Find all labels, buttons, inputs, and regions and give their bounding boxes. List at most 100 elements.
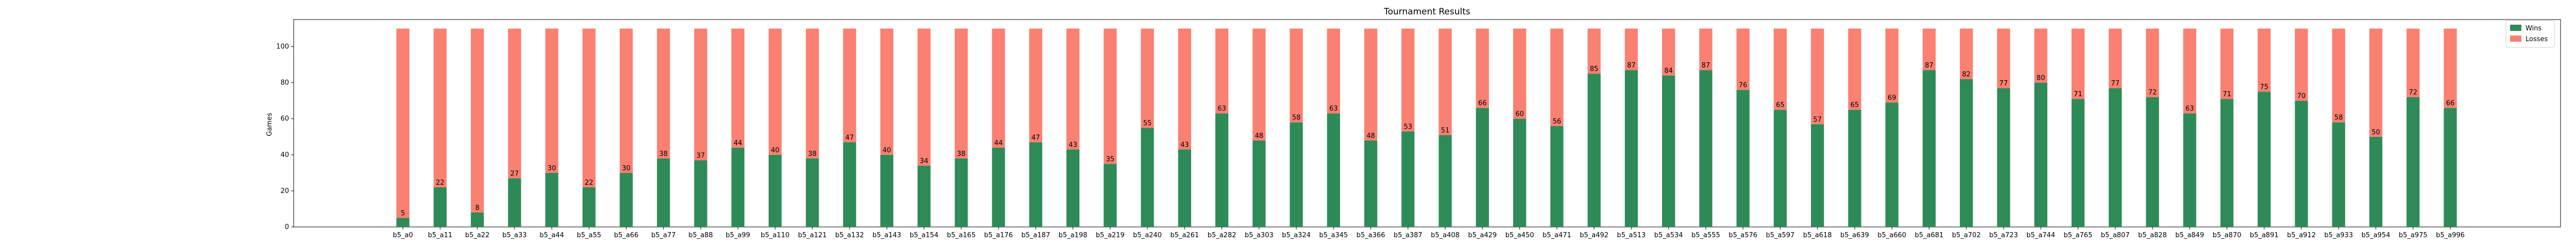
wins-bar [843,142,856,227]
data-label: 65 [1776,101,1785,109]
legend-swatch [2510,25,2521,31]
wins-bar [1178,149,1191,227]
losses-bar [1587,28,1601,74]
wins-bar [955,158,968,227]
x-tick-label: b5_a33 [502,232,527,239]
wins-bar [1401,131,1415,227]
data-label: 76 [1739,82,1748,90]
losses-bar [1104,28,1117,164]
x-tick-label: b5_a513 [1617,232,1646,239]
x-tick-label: b5_a828 [2138,232,2167,239]
losses-bar [731,28,744,148]
legend-swatch [2510,36,2521,42]
data-label: 44 [734,139,742,147]
data-label: 80 [2037,75,2045,82]
wins-bar [2220,99,2234,227]
x-tick-label: b5_a55 [577,232,602,239]
wins-bar [1104,164,1117,227]
data-label: 69 [1888,94,1896,102]
data-label: 43 [1180,141,1189,149]
data-label: 22 [585,179,594,187]
x-tick-label: b5_a387 [1394,232,1422,239]
data-label: 63 [1217,105,1226,113]
data-label: 51 [1441,127,1450,134]
data-label: 47 [1031,134,1040,142]
losses-bar [1885,28,1899,103]
x-tick-label: b5_a492 [1580,232,1608,239]
losses-bar [2295,28,2308,101]
x-tick-label: b5_a261 [1170,232,1199,239]
x-tick-label: b5_a933 [2324,232,2353,239]
losses-bar [2109,28,2122,89]
wins-bar [1922,70,1936,227]
x-tick-label: b5_a891 [2250,232,2279,239]
losses-bar [806,28,819,158]
losses-bar [2406,28,2420,97]
losses-bar [694,28,707,161]
x-tick-label: b5_a408 [1431,232,1460,239]
wins-bar [1252,140,1266,227]
x-tick-label: b5_a187 [1021,232,1050,239]
wins-bar [880,154,893,227]
losses-bar [768,28,782,155]
data-label: 35 [1106,155,1115,163]
data-label: 87 [1627,62,1636,69]
wins-bar [917,165,931,227]
data-label: 71 [2074,91,2082,98]
data-label: 48 [1255,132,1264,140]
losses-bar [1773,28,1787,110]
losses-bar [1550,28,1564,126]
x-tick-label: b5_a870 [2213,232,2242,239]
data-label: 75 [2260,83,2268,91]
losses-bar [470,28,484,213]
data-label: 84 [1664,67,1673,75]
x-tick-label: b5_a450 [1505,232,1534,239]
plot-frame [293,19,2561,227]
wins-bar [1736,90,1750,227]
wins-bar [545,172,558,227]
losses-bar [1997,28,2010,89]
wins-bar [1885,102,1899,227]
losses-bar [1624,28,1638,70]
data-label: 30 [622,165,631,172]
wins-bar [396,218,410,227]
data-label: 38 [957,150,966,158]
x-tick-label: b5_a324 [1282,232,1311,239]
data-label: 58 [1292,114,1301,122]
losses-bar [2071,28,2085,99]
losses-bar [582,28,596,187]
y-tick-label: 100 [276,43,289,51]
wins-bar [1587,74,1601,227]
losses-bar [1438,28,1452,135]
x-tick-label: b5_a77 [651,232,676,239]
x-tick-label: b5_a345 [1319,232,1348,239]
wins-bar [1476,108,1489,227]
data-label: 87 [1925,62,1934,69]
x-tick-label: b5_a975 [2399,232,2428,239]
data-label: 47 [845,134,854,142]
x-tick-label: b5_a121 [798,232,827,239]
data-label: 38 [659,150,668,158]
losses-bar [433,28,447,187]
wins-bar [582,187,596,227]
x-tick-label: b5_a132 [835,232,864,239]
wins-bar [1550,126,1564,227]
data-label: 53 [1404,123,1413,131]
data-label: 48 [1366,132,1375,140]
losses-bar [2034,28,2047,83]
losses-bar [1215,28,1229,114]
wins-bar [1141,128,1154,227]
losses-bar [1141,28,1154,128]
chart-title: Tournament Results [1383,7,1470,17]
wins-bar [1624,70,1638,227]
wins-bar [2444,108,2457,227]
wins-bar [508,178,521,227]
data-label: 34 [920,157,928,165]
wins-bar [992,147,1005,227]
wins-bar [1699,70,1713,227]
x-tick-label: b5_a744 [2026,232,2055,239]
data-label: 63 [2185,105,2194,113]
x-tick-label: b5_a282 [1208,232,1236,239]
x-tick-label: b5_a534 [1654,232,1683,239]
x-tick-label: b5_a660 [1877,232,1906,239]
